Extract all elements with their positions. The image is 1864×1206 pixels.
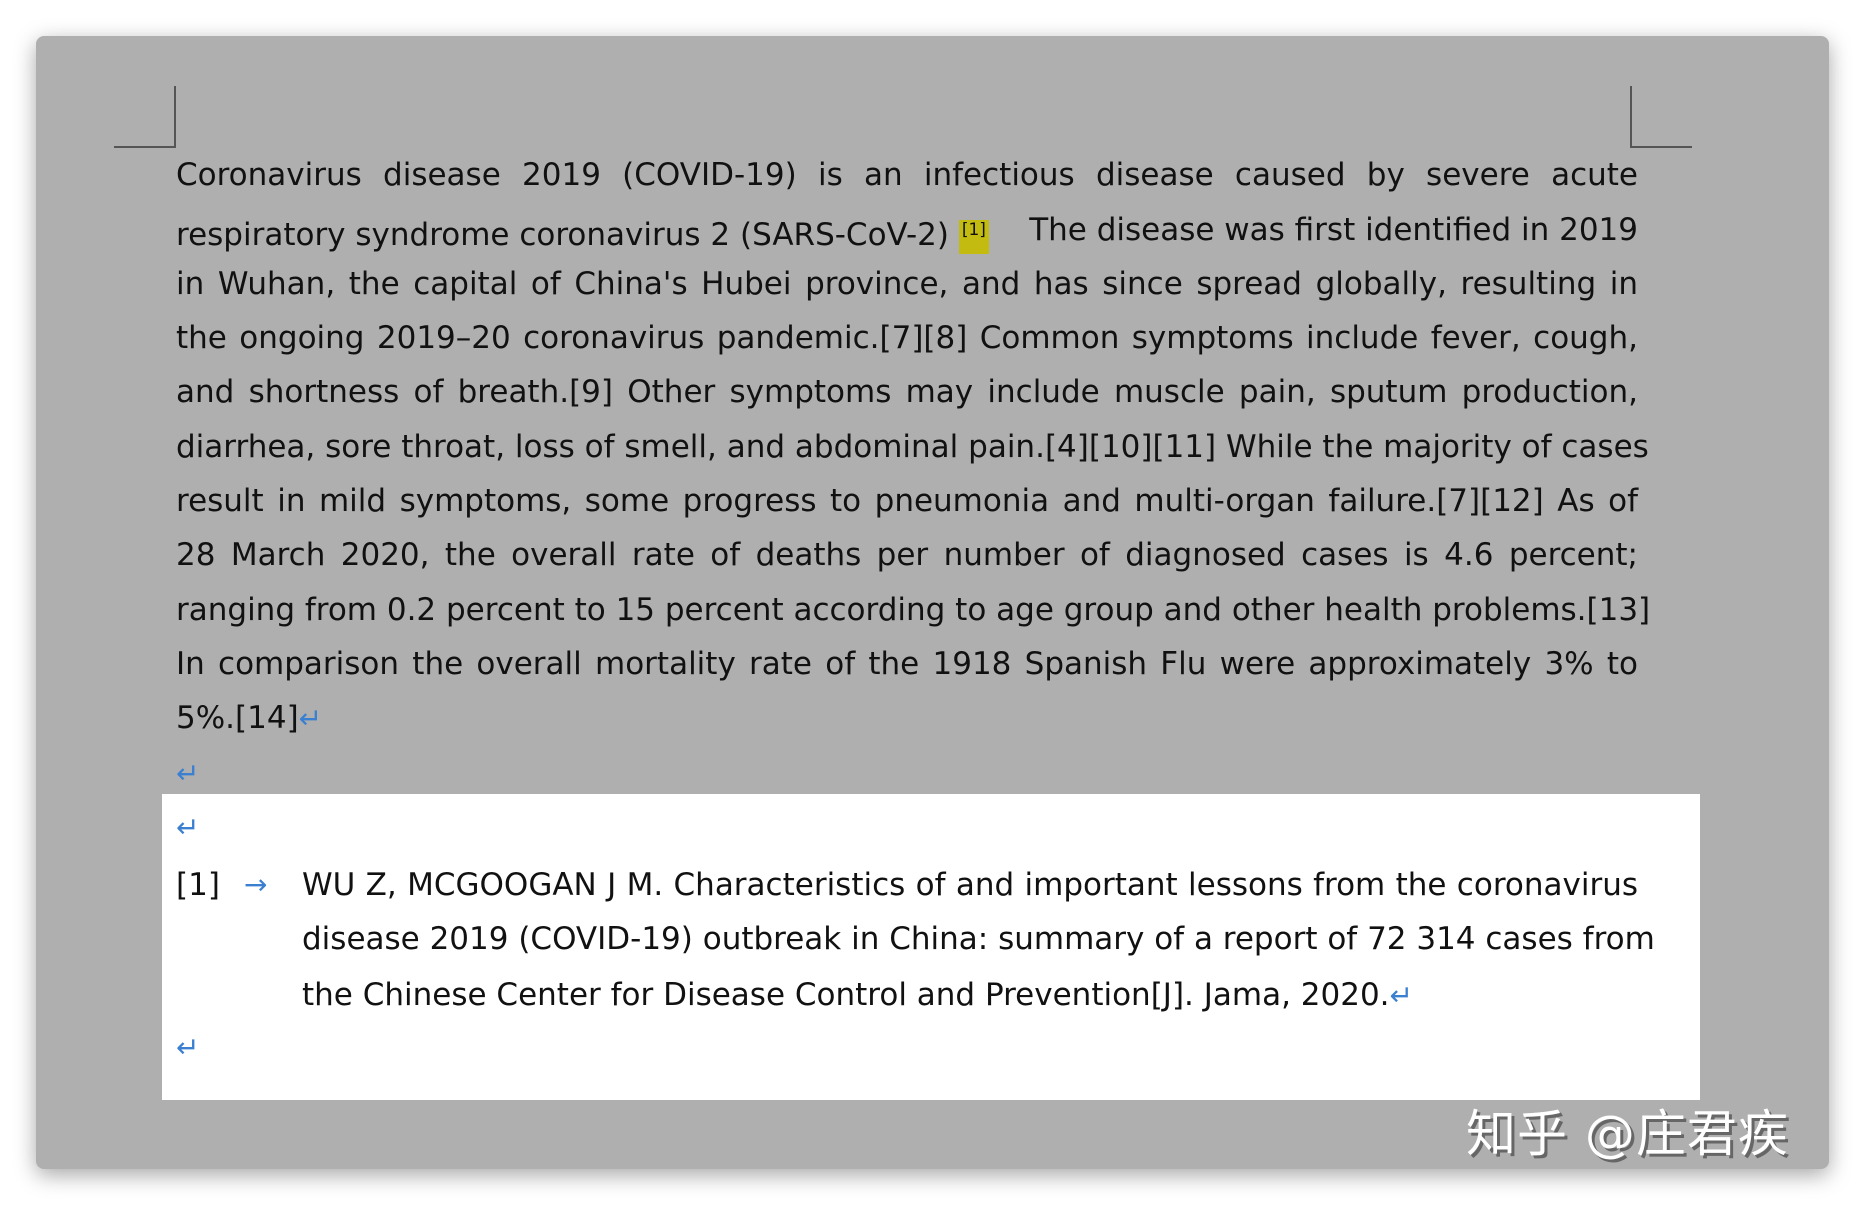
body-line[interactable]: the ongoing 2019–20 coronavirus pandemic… xyxy=(176,318,1638,358)
text: 28 March 2020, the overall rate of death… xyxy=(176,537,1638,573)
margin-corner-top-left xyxy=(114,86,176,148)
paragraph-mark-icon: ↵ xyxy=(298,702,323,735)
body-line[interactable]: In comparison the overall mortality rate… xyxy=(176,644,1638,684)
margin-corner-top-right xyxy=(1630,86,1692,148)
paragraph-mark-icon: ↵ xyxy=(176,757,200,790)
text: diarrhea, sore throat, loss of smell, an… xyxy=(176,429,1649,465)
text: Coronavirus disease 2019 (COVID-19) is a… xyxy=(176,157,1638,193)
body-line[interactable]: in Wuhan, the capital of China's Hubei p… xyxy=(176,264,1638,304)
paragraph-mark-icon: ↵ xyxy=(176,811,200,844)
body-line[interactable]: ranging from 0.2 percent to 15 percent a… xyxy=(176,590,1650,630)
reference-line[interactable]: disease 2019 (COVID-19) outbreak in Chin… xyxy=(302,921,1655,957)
body-line[interactable]: respiratory syndrome coronavirus 2 (SARS… xyxy=(176,210,1638,255)
text: result in mild symptoms, some progress t… xyxy=(176,483,1638,519)
citation-marker[interactable]: [1] xyxy=(958,220,989,254)
paragraph-mark-icon: ↵ xyxy=(1389,979,1413,1012)
watermark: 知乎 @庄君疾 xyxy=(1466,1105,1789,1163)
tab-mark-icon: → xyxy=(244,868,268,901)
text: The disease was first identified in 2019 xyxy=(1029,212,1638,248)
paragraph-mark-icon: ↵ xyxy=(176,1031,200,1064)
body-line[interactable]: diarrhea, sore throat, loss of smell, an… xyxy=(176,427,1649,467)
empty-paragraph[interactable]: ↵ xyxy=(176,753,1638,794)
reference-line[interactable]: the Chinese Center for Disease Control a… xyxy=(302,975,1638,1016)
body-line[interactable]: and shortness of breath.[9] Other sympto… xyxy=(176,372,1638,412)
text: and shortness of breath.[9] Other sympto… xyxy=(176,374,1638,410)
reference-number: [1] xyxy=(176,867,220,903)
text: the Chinese Center for Disease Control a… xyxy=(302,977,1390,1013)
empty-paragraph[interactable]: ↵ xyxy=(176,807,1638,848)
body-line[interactable]: Coronavirus disease 2019 (COVID-19) is a… xyxy=(176,155,1638,195)
text: respiratory syndrome coronavirus 2 (SARS… xyxy=(176,217,949,253)
endnote-area xyxy=(162,794,1700,1100)
empty-paragraph[interactable]: ↵ xyxy=(176,1027,1638,1068)
text: in Wuhan, the capital of China's Hubei p… xyxy=(176,266,1638,302)
body-line[interactable]: 5%.[14]↵ xyxy=(176,698,1638,739)
text: the ongoing 2019–20 coronavirus pandemic… xyxy=(176,320,1638,356)
text: ranging from 0.2 percent to 15 percent a… xyxy=(176,592,1651,628)
text: In comparison the overall mortality rate… xyxy=(176,646,1638,682)
text: 5%.[14] xyxy=(176,700,299,736)
body-line[interactable]: result in mild symptoms, some progress t… xyxy=(176,481,1638,521)
body-line[interactable]: 28 March 2020, the overall rate of death… xyxy=(176,535,1638,575)
reference-line[interactable]: WU Z, MCGOOGAN J M. Characteristics of a… xyxy=(302,867,1638,903)
